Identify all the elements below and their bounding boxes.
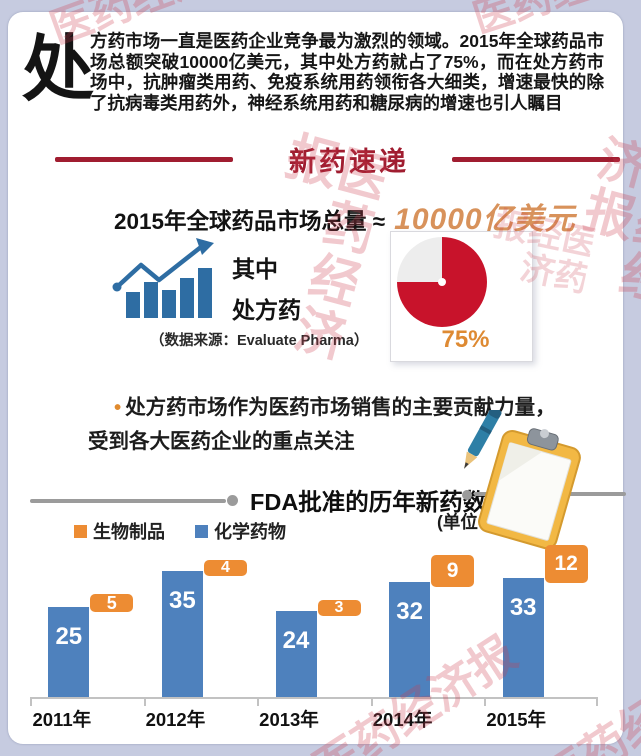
intro-drop-cap: 处 bbox=[22, 30, 95, 110]
axis-tick bbox=[30, 697, 32, 706]
biologics-value-box: 4 bbox=[203, 560, 247, 576]
fda-dot-right bbox=[462, 490, 472, 500]
legend-label-biologics: 生物制品 bbox=[93, 522, 165, 542]
axis-tick bbox=[257, 697, 260, 706]
bar-value-label: 35 bbox=[169, 587, 196, 614]
x-axis-label: 2014年 bbox=[372, 709, 433, 730]
pie-percent-label: 75% bbox=[441, 326, 490, 353]
bar-chemical bbox=[389, 582, 431, 697]
legend-item-chemical: 化学药物 bbox=[195, 518, 286, 544]
bar-value-label: 24 bbox=[282, 627, 310, 654]
legend-label-chemical: 化学药物 bbox=[214, 522, 286, 542]
headline-prefix: 2015年全球药品市场总量 ≈ bbox=[114, 209, 386, 234]
bar-value-label: 32 bbox=[396, 598, 423, 625]
note-line-1-text: 处方药市场作为医药市场销售的主要贡献力量， bbox=[125, 396, 556, 419]
prescription-drug-label: 处方药 bbox=[232, 297, 301, 323]
bar-chemical bbox=[161, 571, 203, 697]
pie-chart-card: 75% bbox=[390, 231, 533, 362]
fda-dot-left bbox=[227, 495, 238, 506]
axis-tick bbox=[370, 697, 373, 706]
pie-chart bbox=[397, 237, 487, 327]
note-line-2: 受到各大医药企业的重点关注 bbox=[88, 430, 355, 453]
fda-rule-left bbox=[30, 499, 226, 503]
bar-chemical bbox=[502, 578, 544, 697]
intro-paragraph: 方药市场一直是医药企业竞争最为激烈的领域。2015年全球药品市场总额突破1000… bbox=[90, 31, 604, 113]
headline-value: 10000亿美元 bbox=[394, 203, 576, 236]
axis-tick bbox=[143, 697, 146, 706]
clipboard-pen-icon bbox=[450, 410, 600, 550]
bar-chart-xlabels: 2011年 2012年 2013年 2014年 2015年 bbox=[30, 706, 630, 732]
bar-value-label: 25 bbox=[55, 623, 83, 650]
legend-item-biologics: 生物制品 bbox=[74, 518, 165, 544]
fda-section-title: FDA批准的历年新药数 bbox=[250, 489, 487, 515]
market-headline: 2015年全球药品市场总量 ≈ 10000亿美元 bbox=[114, 194, 576, 238]
bar-chemical bbox=[48, 607, 90, 697]
bar-chart-axis bbox=[30, 697, 598, 699]
bar-chemical bbox=[275, 611, 317, 697]
biologics-value-box: 3 bbox=[317, 600, 361, 616]
bar-chart-plot: 25 5 35 4 24 3 32 9 33 12 bbox=[30, 540, 598, 697]
axis-tick bbox=[596, 697, 598, 706]
x-axis-label: 2015年 bbox=[486, 709, 547, 730]
among-label: 其中 bbox=[232, 256, 278, 282]
bar-value-label: 33 bbox=[509, 594, 537, 621]
x-axis-label: 2013年 bbox=[259, 709, 319, 730]
x-axis-label: 2011年 bbox=[32, 709, 92, 730]
legend-swatch-chemical bbox=[195, 524, 208, 538]
section-title-new-drug-express: 新药速递 bbox=[289, 147, 409, 177]
data-source-note: （数据来源：Evaluate Pharma） bbox=[150, 333, 369, 349]
biologics-value-box: 9 bbox=[431, 555, 475, 587]
title-rule-left bbox=[55, 157, 233, 162]
bar-chart-ticks bbox=[30, 697, 600, 706]
trend-chart-icon bbox=[110, 238, 220, 322]
bullet-icon: • bbox=[114, 396, 122, 419]
legend-swatch-biologics bbox=[74, 524, 87, 538]
title-rule-right bbox=[452, 157, 620, 162]
x-axis-label: 2012年 bbox=[145, 709, 206, 730]
note-line-1: • 处方药市场作为医药市场销售的主要贡献力量， bbox=[114, 390, 556, 420]
axis-tick bbox=[484, 697, 487, 706]
biologics-value-box: 5 bbox=[90, 594, 134, 612]
biologics-value-box: 12 bbox=[544, 545, 588, 583]
chart-legend: 生物制品 化学药物 bbox=[74, 518, 286, 544]
